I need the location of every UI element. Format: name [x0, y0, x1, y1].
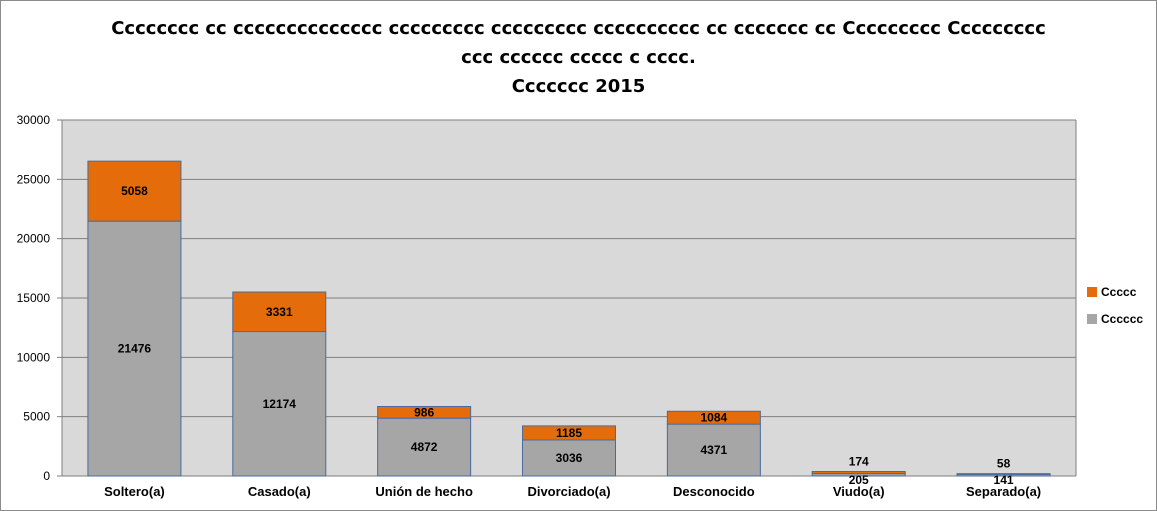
x-tick-label: Unión de hecho — [375, 484, 473, 499]
data-label: 3036 — [556, 451, 583, 465]
bar-Cccccc — [522, 439, 616, 477]
chart-title-line-2: ccc cccccc ccccc c cccc. — [461, 47, 696, 68]
x-tick-label: Viudo(a) — [833, 484, 885, 499]
x-tick-label: Divorciado(a) — [527, 484, 610, 499]
x-tick-label: Casado(a) — [248, 484, 311, 499]
data-label: 21476 — [118, 342, 152, 356]
data-label: 141 — [994, 473, 1014, 487]
bar-Ccccc — [377, 405, 472, 419]
bar-Cccccc — [87, 220, 182, 477]
y-tick-label: 20000 — [17, 232, 51, 246]
data-label: 986 — [414, 405, 434, 419]
bar-Ccccc — [666, 410, 761, 425]
x-tick-label: Desconocido — [673, 484, 755, 499]
bar-Ccccc — [956, 473, 1051, 475]
legend-label-series-2: Ccccc — [1101, 285, 1137, 299]
y-tick-label: 15000 — [17, 291, 51, 305]
chart-title: Cccccccc cc cccccccccccccc ccccccccc ccc… — [0, 14, 1157, 101]
bar-Ccccc — [811, 471, 906, 475]
y-tick-label: 5000 — [23, 410, 50, 424]
x-tick-label: Separado(a) — [966, 484, 1041, 499]
data-label: 174 — [849, 455, 869, 469]
bar-Cccccc — [666, 423, 761, 477]
chart-title-line-3: Ccccccc 2015 — [511, 76, 646, 97]
legend-swatch-series-2 — [1087, 287, 1097, 297]
data-label: 58 — [997, 457, 1011, 471]
data-label: 1084 — [701, 411, 728, 425]
data-label: 1185 — [556, 426, 582, 440]
y-tick-label: 10000 — [17, 350, 51, 364]
bar-Ccccc — [522, 425, 616, 441]
legend-item-series-2: Ccccc — [1087, 285, 1136, 299]
bar-Cccccc — [377, 417, 472, 477]
data-label: 4371 — [701, 443, 728, 457]
data-label: 5058 — [121, 184, 148, 198]
y-tick-label: 0 — [43, 469, 50, 483]
bar-Ccccc — [87, 160, 182, 222]
bar-Ccccc — [232, 291, 327, 333]
legend-label-series-1: Cccccc — [1101, 312, 1144, 326]
data-label: 12174 — [263, 397, 297, 411]
chart-title-line-1: Cccccccc cc cccccccccccccc ccccccccc ccc… — [111, 18, 1046, 39]
data-label: 205 — [849, 473, 869, 487]
data-label: 3331 — [266, 305, 293, 319]
legend-item-series-1: Cccccc — [1087, 312, 1143, 326]
x-tick-label: Soltero(a) — [104, 484, 165, 499]
data-label: 4872 — [411, 440, 438, 454]
y-tick-label: 25000 — [17, 172, 51, 186]
legend-swatch-series-1 — [1087, 314, 1097, 324]
y-tick-label: 30000 — [17, 113, 51, 127]
bar-Cccccc — [232, 331, 327, 477]
